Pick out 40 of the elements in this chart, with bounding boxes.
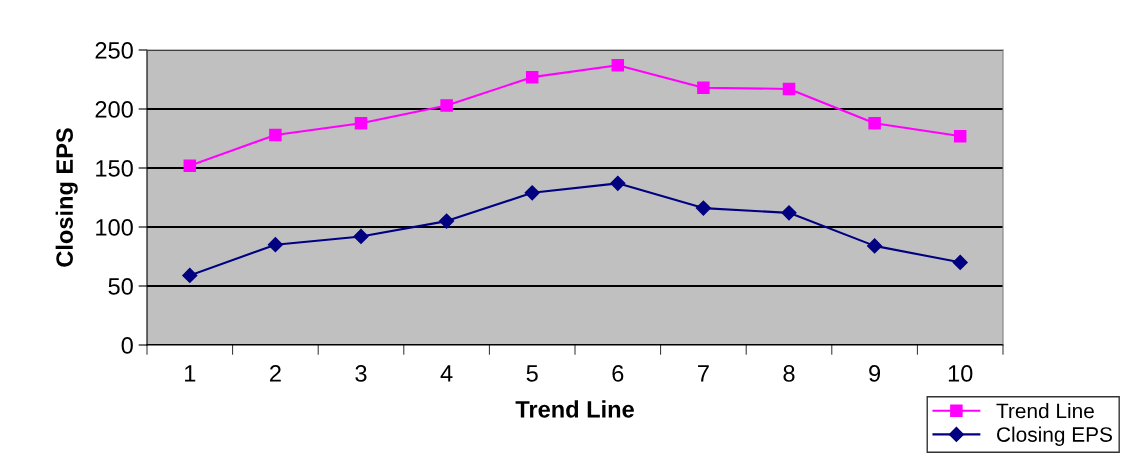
y-tick-label: 250 xyxy=(95,42,133,59)
point xyxy=(868,116,881,130)
x-tick-label: 6 xyxy=(612,365,624,382)
x-tick-label: 10 xyxy=(948,365,973,382)
y-axis-title: Closing EPS xyxy=(55,128,78,267)
y-tick-label: 0 xyxy=(121,337,133,354)
point xyxy=(610,175,626,191)
point xyxy=(439,213,455,229)
point xyxy=(267,237,283,253)
point xyxy=(695,200,711,216)
x-tick-label: 8 xyxy=(783,365,795,382)
point xyxy=(353,228,369,245)
x-tick-label: 9 xyxy=(869,365,881,382)
y-tick-label: 150 xyxy=(96,160,133,177)
y-tick-label: 200 xyxy=(95,101,133,118)
point xyxy=(354,116,368,130)
point xyxy=(781,205,797,221)
point xyxy=(183,159,197,172)
point xyxy=(867,238,883,254)
point xyxy=(952,254,968,270)
y-tick-label: 50 xyxy=(108,278,133,295)
point xyxy=(782,82,796,96)
x-tick-label: 1 xyxy=(185,365,196,382)
x-tick-label: 7 xyxy=(698,365,709,382)
point xyxy=(182,267,198,283)
legend-label: Trend Line xyxy=(996,403,1094,419)
point xyxy=(697,81,710,95)
point xyxy=(440,99,453,112)
legend-label: Closing EPS xyxy=(997,426,1112,447)
point xyxy=(525,70,539,84)
x-tick-label: 5 xyxy=(526,365,538,382)
point xyxy=(269,128,282,142)
x-tick-label: 4 xyxy=(440,365,453,382)
x-tick-label: 3 xyxy=(355,365,367,382)
point xyxy=(611,59,625,72)
point xyxy=(953,129,967,143)
point xyxy=(524,185,540,201)
x-tick-label: 2 xyxy=(270,365,281,382)
x-axis-title: Trend Line xyxy=(515,400,634,418)
y-tick-label: 100 xyxy=(96,219,133,236)
